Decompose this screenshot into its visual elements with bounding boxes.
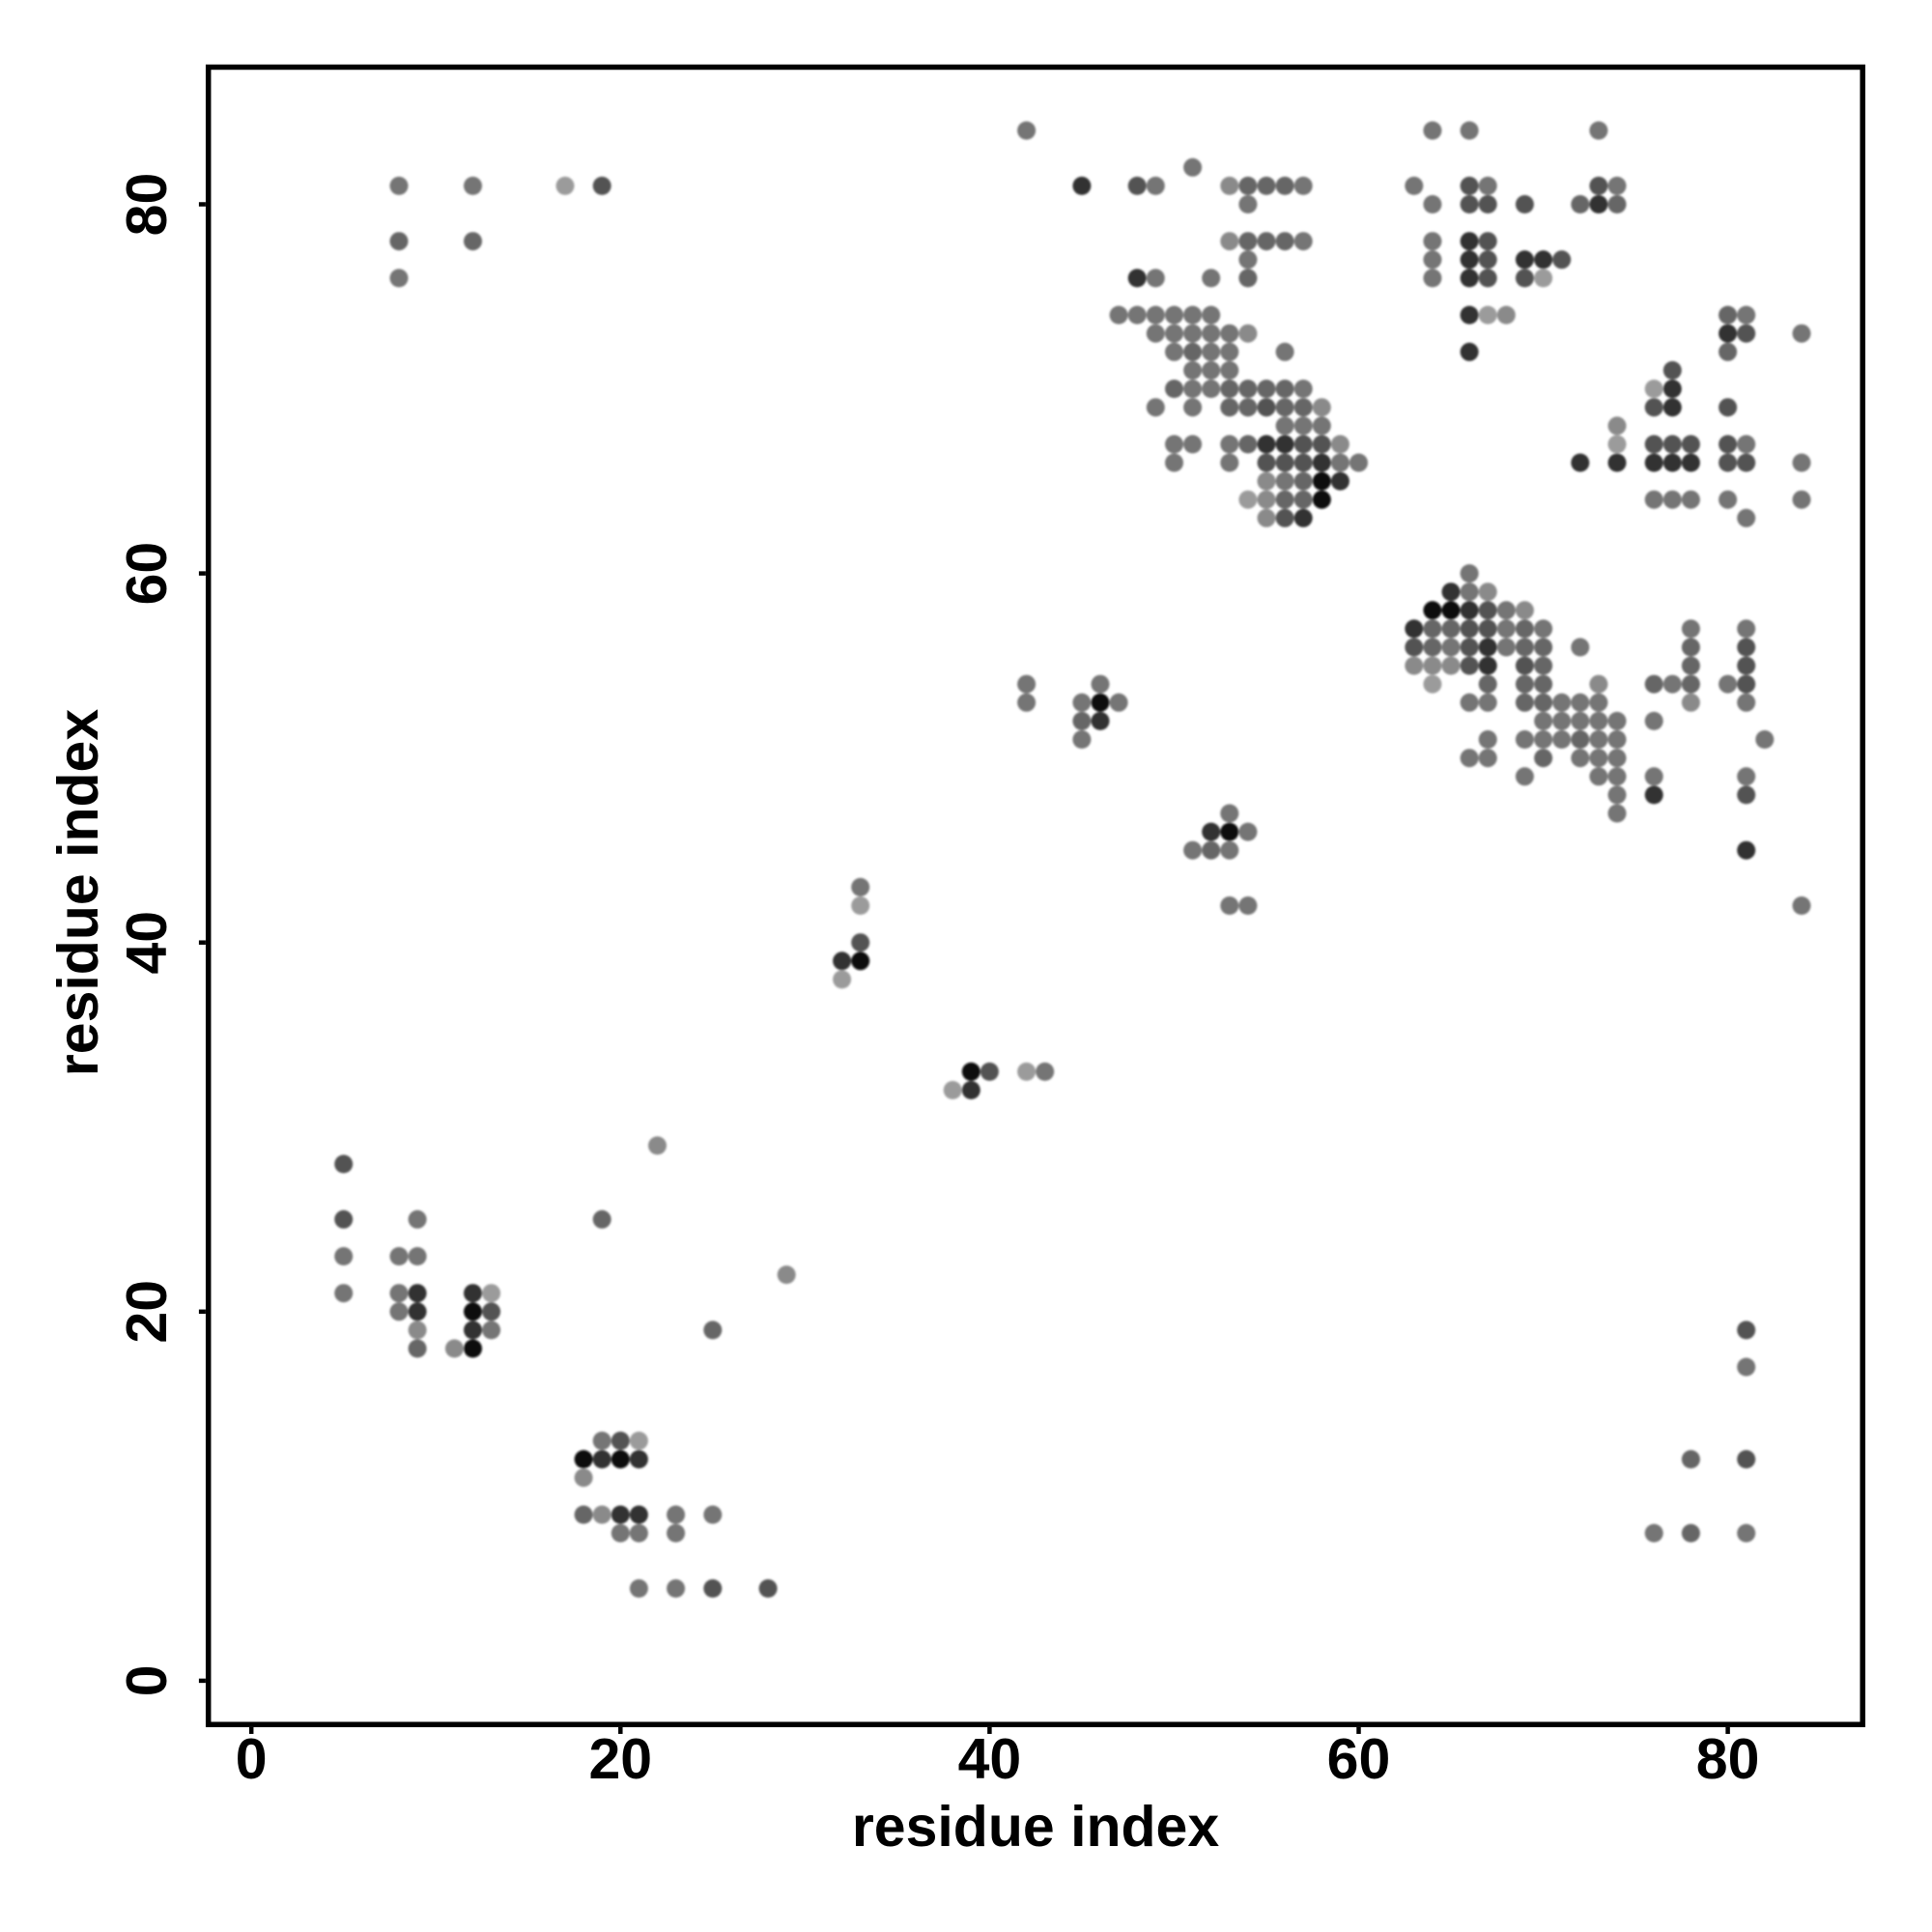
svg-text:residue index: residue index [46, 709, 110, 1077]
svg-text:80: 80 [1696, 1727, 1760, 1791]
svg-text:40: 40 [115, 911, 179, 975]
svg-text:20: 20 [115, 1280, 179, 1344]
svg-text:0: 0 [236, 1727, 268, 1791]
svg-text:residue index: residue index [852, 1795, 1220, 1859]
svg-text:80: 80 [115, 173, 179, 237]
svg-text:0: 0 [115, 1664, 179, 1696]
svg-text:60: 60 [115, 542, 179, 606]
svg-text:40: 40 [958, 1727, 1022, 1791]
svg-text:20: 20 [588, 1727, 652, 1791]
svg-text:60: 60 [1327, 1727, 1391, 1791]
